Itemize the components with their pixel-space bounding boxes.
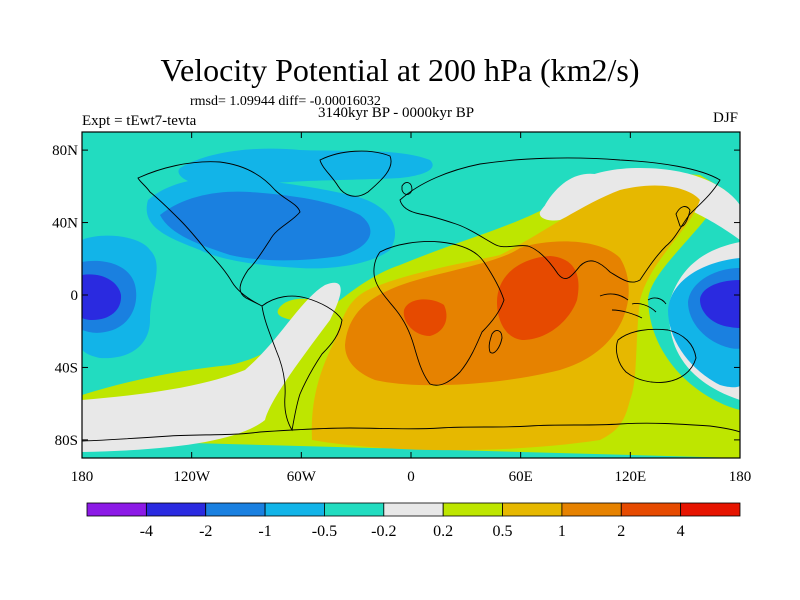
chart-title: Velocity Potential at 200 hPa (km2/s) [160, 52, 640, 88]
colorbar-swatch [86, 502, 147, 517]
colorbar-label: -1 [258, 523, 271, 540]
season-label: DJF [712, 110, 738, 126]
colorbar-label: -4 [140, 523, 153, 540]
contour-field [82, 132, 740, 458]
contour-band-minus-2-minus-1-north-atlantic [160, 191, 371, 261]
x-tick-label: 180 [729, 469, 752, 485]
coastline-eurasia [399, 157, 721, 283]
x-axis: 180 120W 60W 0 60E 120E 180 [71, 132, 752, 485]
experiment-label: Expt = tEwt7-tevta [82, 113, 197, 129]
colorbar-swatch [561, 502, 622, 517]
y-axis: 80N 40N 0 40S 80S [52, 143, 740, 449]
y-tick-label: 80S [55, 433, 78, 449]
colorbar-label: 1 [558, 523, 566, 540]
colorbar-swatch [264, 502, 325, 517]
colorbar-swatch [383, 502, 444, 517]
coastline-antarctica [82, 422, 740, 442]
y-tick-label: 40S [55, 360, 78, 376]
colorbar-swatch [442, 502, 503, 517]
contour-band-near-zero-north [539, 168, 740, 240]
colorbar-label: 0.5 [493, 523, 513, 540]
colorbar-label: -0.2 [371, 523, 396, 540]
coastline-africa [373, 241, 505, 386]
colorbar-swatch [145, 502, 207, 517]
y-tick-label: 40N [52, 216, 78, 232]
colorbar: -4 -2 -1 -0.5 -0.2 0.2 0.5 1 2 4 [86, 502, 741, 540]
colorbar-label: 0.2 [433, 523, 453, 540]
colorbar-swatch [324, 502, 385, 517]
colorbar-label: 4 [677, 523, 685, 540]
colorbar-swatch [205, 502, 266, 517]
coastlines [82, 150, 740, 442]
y-tick-label: 80N [52, 143, 78, 159]
x-tick-label: 120E [614, 469, 646, 485]
contour-band-near-zero-south [82, 282, 341, 452]
colorbar-swatch [502, 502, 563, 517]
coastline-south-america [261, 295, 343, 432]
colorbar-label: -2 [199, 523, 212, 540]
period-label: 3140kyr BP - 0000kyr BP [318, 105, 475, 121]
coastline-japan [675, 206, 691, 227]
coastline-north-america [137, 161, 301, 307]
x-tick-label: 180 [71, 469, 94, 485]
x-tick-label: 120W [173, 469, 211, 485]
colorbar-swatch [680, 502, 741, 517]
coastline-madagascar [488, 330, 503, 354]
coastline-australia [615, 328, 697, 383]
coastline-greenland [319, 150, 392, 197]
contour-band-minus-4-minus-2-west [82, 274, 122, 320]
contour-band-minus-1-minus-0.5-arctic [178, 148, 433, 185]
x-tick-label: 0 [407, 469, 415, 485]
y-tick-label: 0 [71, 288, 79, 304]
colorbar-label: 2 [617, 523, 625, 540]
contour-band-minus-4-minus-2-east [700, 280, 740, 328]
contour-band-2-4-africa [403, 299, 447, 336]
x-tick-label: 60E [509, 469, 533, 485]
colorbar-swatch [620, 502, 682, 517]
coastline-maritime-continent [599, 293, 667, 319]
contour-band-2-4-indian-ocean [497, 256, 579, 340]
colorbar-label: -0.5 [312, 523, 337, 540]
stats-label: rmsd= 1.09944 diff= -0.00016032 [190, 94, 381, 109]
coastline-british-isles [401, 182, 413, 195]
x-tick-label: 60W [287, 469, 317, 485]
